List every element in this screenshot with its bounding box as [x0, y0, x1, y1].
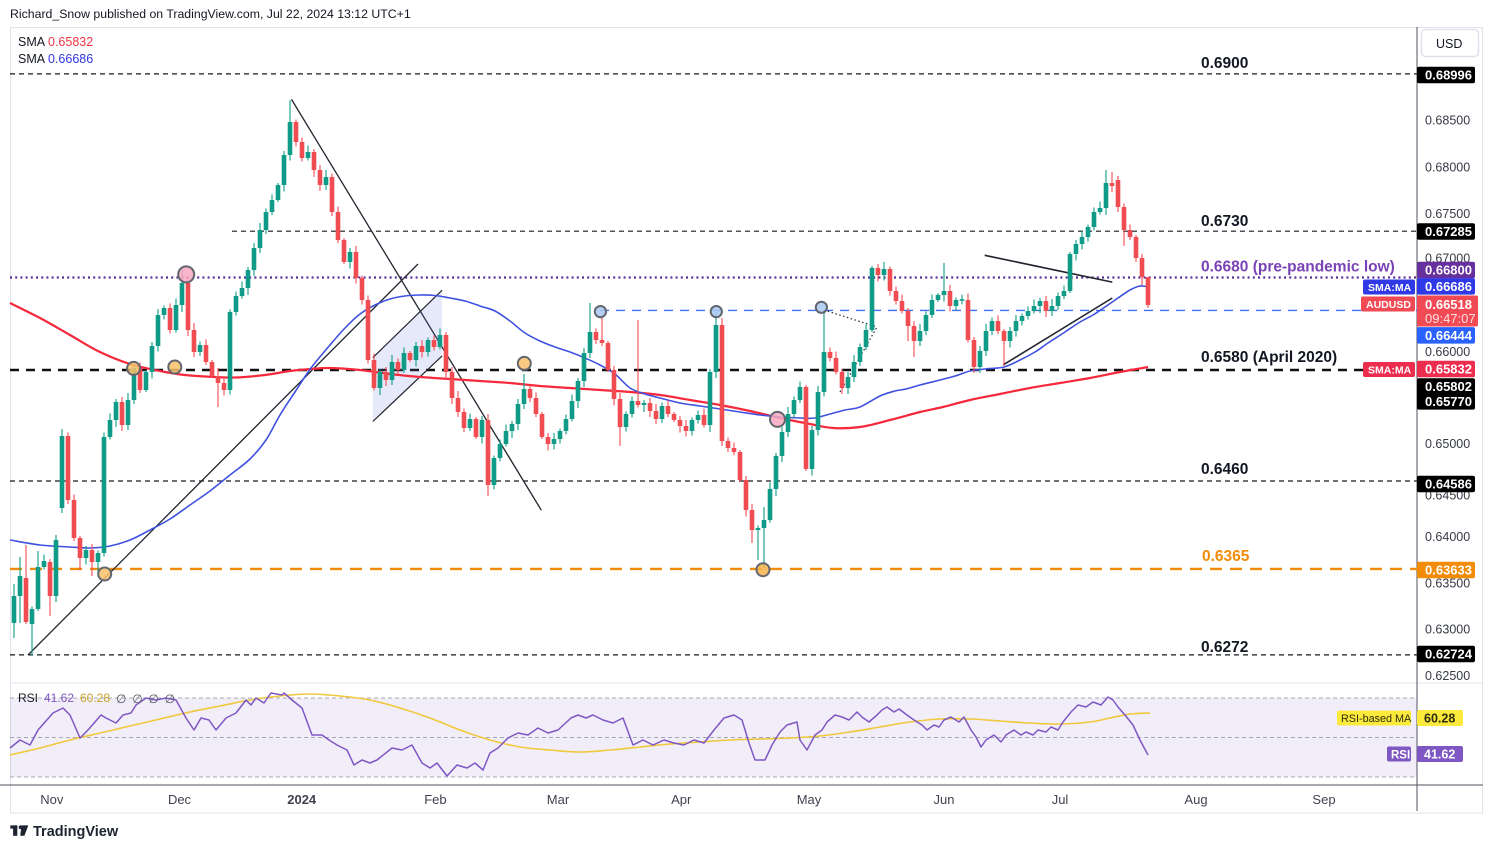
svg-text:0.67500: 0.67500: [1425, 207, 1470, 221]
svg-text:0.68500: 0.68500: [1425, 114, 1470, 128]
svg-text:41.62: 41.62: [1424, 748, 1455, 762]
svg-text:0.68996: 0.68996: [1425, 68, 1472, 83]
svg-text:0.65770: 0.65770: [1425, 394, 1472, 409]
svg-text:0.65832: 0.65832: [48, 35, 93, 49]
svg-text:0.65832: 0.65832: [1425, 362, 1472, 377]
svg-text:Apr: Apr: [671, 792, 692, 807]
svg-text:RSI: RSI: [18, 691, 38, 705]
svg-text:0.66518: 0.66518: [1425, 297, 1472, 312]
svg-text:60.28: 60.28: [80, 691, 110, 705]
svg-text:AUDUSD: AUDUSD: [1366, 299, 1411, 311]
svg-text:Jun: Jun: [934, 792, 955, 807]
svg-text:0.66686: 0.66686: [1425, 279, 1472, 294]
svg-text:0.62500: 0.62500: [1425, 669, 1470, 683]
svg-text:0.6272: 0.6272: [1201, 639, 1248, 656]
svg-text:0.63633: 0.63633: [1425, 563, 1472, 578]
svg-text:Mar: Mar: [547, 792, 570, 807]
svg-text:USD: USD: [1436, 37, 1462, 51]
svg-text:Aug: Aug: [1184, 792, 1207, 807]
svg-text:2024: 2024: [287, 792, 317, 807]
svg-text:Dec: Dec: [168, 792, 192, 807]
svg-text:0.6730: 0.6730: [1201, 213, 1248, 230]
svg-text:RSI: RSI: [1391, 750, 1410, 762]
svg-text:0.64000: 0.64000: [1425, 530, 1470, 544]
svg-text:0.66800: 0.66800: [1425, 263, 1472, 278]
svg-text:0.63500: 0.63500: [1425, 577, 1470, 591]
svg-text:41.62: 41.62: [44, 691, 74, 705]
svg-text:09:47:07: 09:47:07: [1425, 311, 1476, 326]
svg-text:Nov: Nov: [40, 792, 64, 807]
svg-text:TradingView: TradingView: [33, 824, 119, 840]
svg-text:0.66000: 0.66000: [1425, 345, 1470, 359]
svg-text:Feb: Feb: [424, 792, 446, 807]
svg-text:SMA: SMA: [18, 52, 46, 66]
svg-text:0.6580 (April 2020): 0.6580 (April 2020): [1201, 349, 1337, 366]
svg-text:RSI-based MA: RSI-based MA: [1341, 713, 1412, 725]
svg-text:0.6900: 0.6900: [1201, 55, 1248, 72]
svg-text:0.64586: 0.64586: [1425, 477, 1472, 492]
svg-text:0.67285: 0.67285: [1425, 224, 1472, 239]
svg-text:Richard_Snow published on Trad: Richard_Snow published on TradingView.co…: [10, 7, 411, 21]
svg-text:0.66686: 0.66686: [48, 52, 93, 66]
svg-text:SMA: SMA: [18, 35, 46, 49]
svg-text:0.6365: 0.6365: [1202, 548, 1250, 565]
svg-text:SMA:MA: SMA:MA: [1368, 364, 1412, 376]
svg-text:May: May: [797, 792, 822, 807]
svg-text:0.6680 (pre-pandemic low): 0.6680 (pre-pandemic low): [1201, 259, 1395, 276]
svg-text:Jul: Jul: [1052, 792, 1069, 807]
svg-text:0.62724: 0.62724: [1425, 647, 1473, 662]
svg-text:0.68000: 0.68000: [1425, 160, 1470, 174]
svg-text:SMA:MA: SMA:MA: [1368, 282, 1412, 294]
svg-text:0.65000: 0.65000: [1425, 437, 1470, 451]
svg-text:0.66444: 0.66444: [1425, 328, 1473, 343]
svg-text:Sep: Sep: [1312, 792, 1335, 807]
svg-text:0.6460: 0.6460: [1201, 461, 1248, 478]
svg-text:0.63000: 0.63000: [1425, 623, 1470, 637]
svg-text:∅ ∅ ∅ ∅: ∅ ∅ ∅ ∅: [116, 692, 175, 706]
svg-text:60.28: 60.28: [1424, 712, 1455, 726]
svg-text:0.65802: 0.65802: [1425, 379, 1472, 394]
